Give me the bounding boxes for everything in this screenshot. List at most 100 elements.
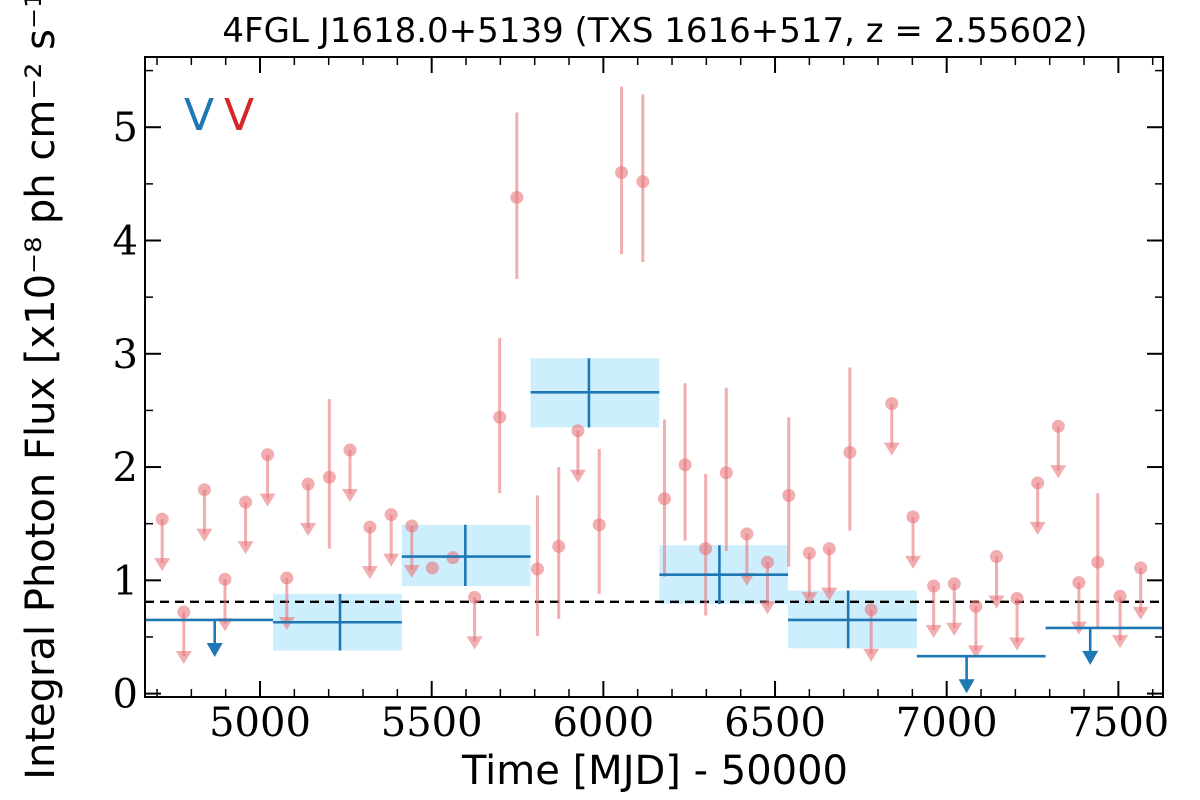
short-bin-ul-arrow	[569, 469, 586, 483]
short-bin-ul-point	[261, 448, 275, 462]
short-bin-ul-arrow	[946, 622, 963, 636]
x-tick-label: 5500	[381, 700, 483, 746]
short-bin-ul-point	[885, 397, 899, 411]
short-bin-ul-point	[1010, 591, 1024, 605]
short-bin-ul-arrow	[403, 564, 420, 578]
short-bin-ul-arrow	[1029, 521, 1046, 535]
short-bin-ul-arrow	[759, 601, 776, 615]
long-bin-ul-arrow	[206, 642, 223, 657]
short-bin-point	[592, 518, 606, 532]
short-bin-ul-point	[384, 508, 398, 522]
short-bin-ul-arrow	[466, 636, 483, 650]
y-tick-label: 5	[113, 105, 138, 151]
legend-letter: V	[184, 90, 214, 141]
y-tick-label: 4	[113, 219, 138, 265]
long-bin-ul-arrow	[1082, 650, 1099, 665]
short-bin-ul-arrow	[237, 541, 254, 555]
short-bin-ul-arrow	[154, 558, 171, 572]
short-bin-ul-point	[1072, 576, 1086, 590]
short-bin-ul-point	[822, 542, 836, 556]
short-bin-ul-arrow	[925, 624, 942, 638]
short-bin-ul-point	[906, 510, 920, 524]
short-bin-ul-arrow	[259, 493, 276, 507]
short-bin-point	[1091, 555, 1105, 569]
short-bin-ul-point	[571, 424, 585, 438]
short-bin-ul-arrow	[216, 618, 233, 632]
short-bin-ul-point	[155, 512, 169, 526]
short-bin-ul-point	[239, 495, 253, 509]
short-bin-ul-point	[343, 443, 357, 457]
y-tick-label: 3	[113, 332, 138, 378]
axis-ticks	[145, 57, 1163, 697]
short-bin-point	[843, 445, 857, 459]
short-bin-point	[510, 190, 524, 204]
axes-frame	[144, 56, 1164, 698]
y-axis-title: Integral Photon Flux [x10⁻⁸ ph cm⁻² s⁻¹]	[18, 0, 64, 780]
short-bin-ul-point	[177, 605, 191, 619]
short-bin-point	[552, 539, 566, 553]
short-bin-ul-arrow	[801, 592, 818, 606]
short-bin-ul-arrow	[863, 648, 880, 662]
short-bin-ul-arrow	[1132, 606, 1149, 620]
short-bin-ul-point	[280, 571, 294, 585]
short-bin-ul-point	[947, 577, 961, 591]
short-bin-ul-arrow	[383, 553, 400, 567]
short-bin-ul-point	[197, 483, 211, 497]
short-bin-ul-point	[363, 520, 377, 534]
short-bin-ul-point	[468, 590, 482, 604]
x-axis-title: Time [MJD] - 50000	[461, 748, 848, 794]
y-tick-label: 0	[113, 672, 138, 718]
short-bin-ul-point	[1051, 419, 1065, 433]
short-bin-ul-arrow	[883, 442, 900, 456]
short-bin-ul-arrow	[821, 587, 838, 601]
short-bin-point	[493, 410, 507, 424]
short-bin-point	[699, 542, 713, 556]
short-bin-ul-arrow	[196, 528, 213, 542]
long-bin-ul-arrow	[958, 679, 975, 694]
short-bin-ul-arrow	[988, 595, 1005, 609]
short-bin-ul-arrow	[738, 572, 755, 586]
short-bin-ul-point	[802, 546, 816, 560]
short-bin-point	[719, 466, 733, 480]
y-tick-label: 1	[113, 558, 138, 604]
short-bin-ul-arrow	[300, 523, 317, 537]
legend-letter: V	[224, 90, 254, 141]
short-bin-ul-arrow	[967, 645, 984, 659]
short-bin-ul-arrow	[341, 489, 358, 503]
x-tick-label: 7000	[896, 700, 998, 746]
short-bin-point	[782, 488, 796, 502]
short-bin-ul-point	[927, 579, 941, 593]
x-tick-label: 6500	[724, 700, 826, 746]
short-bin-ul-point	[969, 599, 983, 613]
short-bin-ul-arrow	[905, 555, 922, 569]
short-bin-ul-arrow	[278, 617, 295, 631]
short-bin-ul-point	[760, 555, 774, 569]
x-tick-label: 5000	[209, 700, 311, 746]
short-bin-ul-point	[1031, 476, 1045, 490]
short-bin-point	[425, 561, 439, 575]
short-bin-ul-point	[1113, 589, 1127, 603]
short-bin-ul-arrow	[1112, 635, 1129, 649]
short-bin-ul-point	[864, 603, 878, 617]
short-bin-ul-point	[405, 519, 419, 533]
short-bin-point	[636, 175, 650, 189]
short-bin-ul-point	[301, 477, 315, 491]
short-bin-point	[678, 458, 692, 472]
x-tick-label: 6000	[552, 700, 654, 746]
short-bin-ul-arrow	[1009, 637, 1026, 651]
short-bin-ul-arrow	[361, 566, 378, 580]
short-bin-ul-arrow	[175, 651, 192, 665]
short-bin-point	[322, 470, 336, 484]
short-bin-ul-point	[989, 550, 1003, 564]
short-bin-point	[615, 166, 629, 180]
y-tick-label: 2	[113, 445, 138, 491]
short-bin-ul-arrow	[1050, 465, 1067, 479]
short-bin-ul-point	[740, 527, 754, 541]
chart-title: 4FGL J1618.0+5139 (TXS 1616+517, z = 2.5…	[222, 11, 1087, 51]
short-bin-ul-point	[218, 572, 232, 586]
short-bin-point	[530, 562, 544, 576]
short-bin-ul-point	[1134, 561, 1148, 575]
short-bin-point	[657, 492, 671, 506]
